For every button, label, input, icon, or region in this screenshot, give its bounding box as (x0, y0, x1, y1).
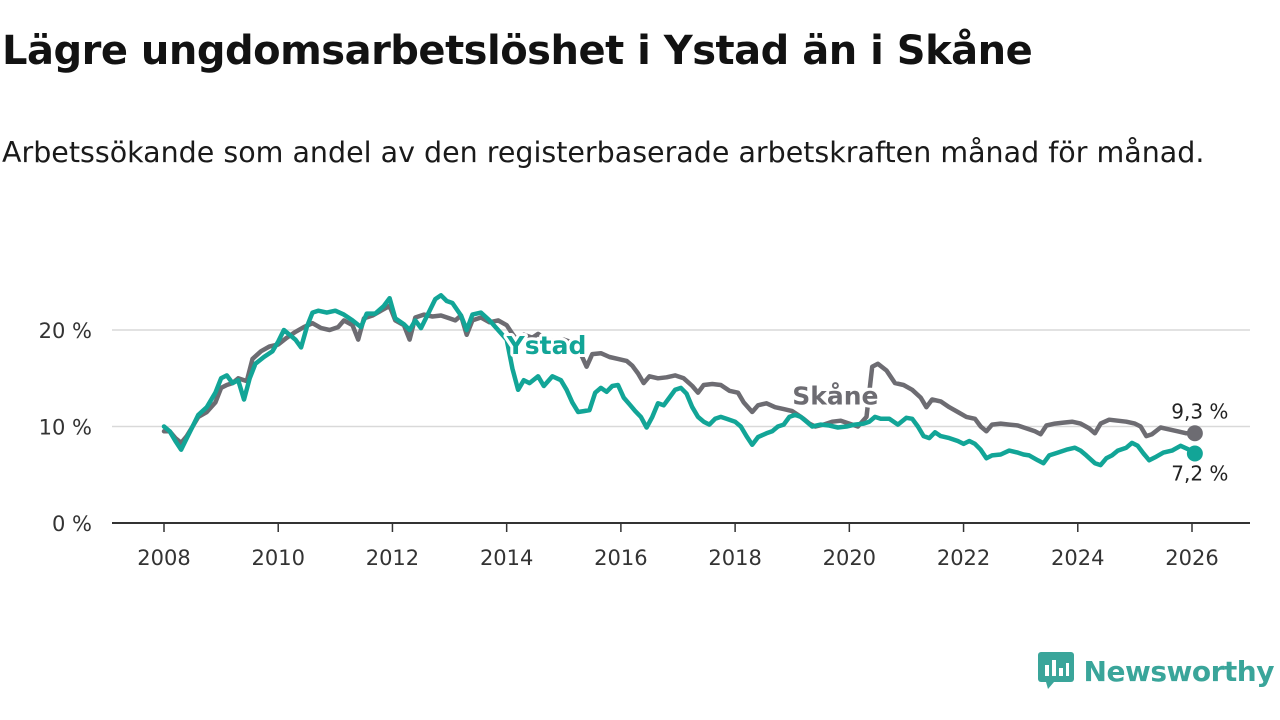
chart-subtitle: Arbetssökande som andel av den registerb… (2, 136, 1205, 169)
chart-title: Lägre ungdomsarbetslöshet i Ystad än i S… (2, 28, 1033, 74)
end-point-skane (1186, 425, 1203, 442)
end-value-label-ystad: 7,2 % (1171, 462, 1228, 486)
brand: Newsworthy (1037, 652, 1275, 690)
x-tick-label: 2008 (137, 546, 190, 570)
x-tick-label: 2010 (251, 546, 304, 570)
series-line-skane (161, 303, 1198, 446)
series-label-ystad: Ystad (506, 331, 587, 360)
newsworthy-logo-icon (1037, 652, 1074, 689)
y-axis: 0 % 10 % 20 % (39, 319, 92, 536)
series-label-skane: Skåne (792, 381, 878, 410)
x-tick-label: 2018 (708, 546, 761, 570)
x-tick-label: 2022 (937, 546, 990, 570)
x-tick-label: 2016 (594, 546, 647, 570)
x-tick-label: 2026 (1165, 546, 1218, 570)
brand-name: Newsworthy (1083, 654, 1275, 688)
series-labels: Skåne Ystad 9,3 % 7,2 % (503, 328, 1231, 488)
end-point-ystad (1186, 445, 1203, 462)
x-tick-label: 2020 (823, 546, 876, 570)
x-tick-label: 2012 (366, 546, 419, 570)
x-tick-label: 2024 (1051, 546, 1104, 570)
x-axis: 2008 2010 2012 2014 2016 2018 2020 2022 2024 2026 (112, 522, 1250, 570)
y-tick-label: 10 % (39, 416, 92, 440)
y-tick-label: 20 % (39, 319, 92, 343)
y-tick-label: 0 % (52, 512, 92, 536)
series-lines (161, 293, 1203, 468)
end-value-label-skane: 9,3 % (1171, 399, 1228, 423)
x-tick-label: 2014 (480, 546, 533, 570)
series-line-ystad (161, 293, 1198, 468)
